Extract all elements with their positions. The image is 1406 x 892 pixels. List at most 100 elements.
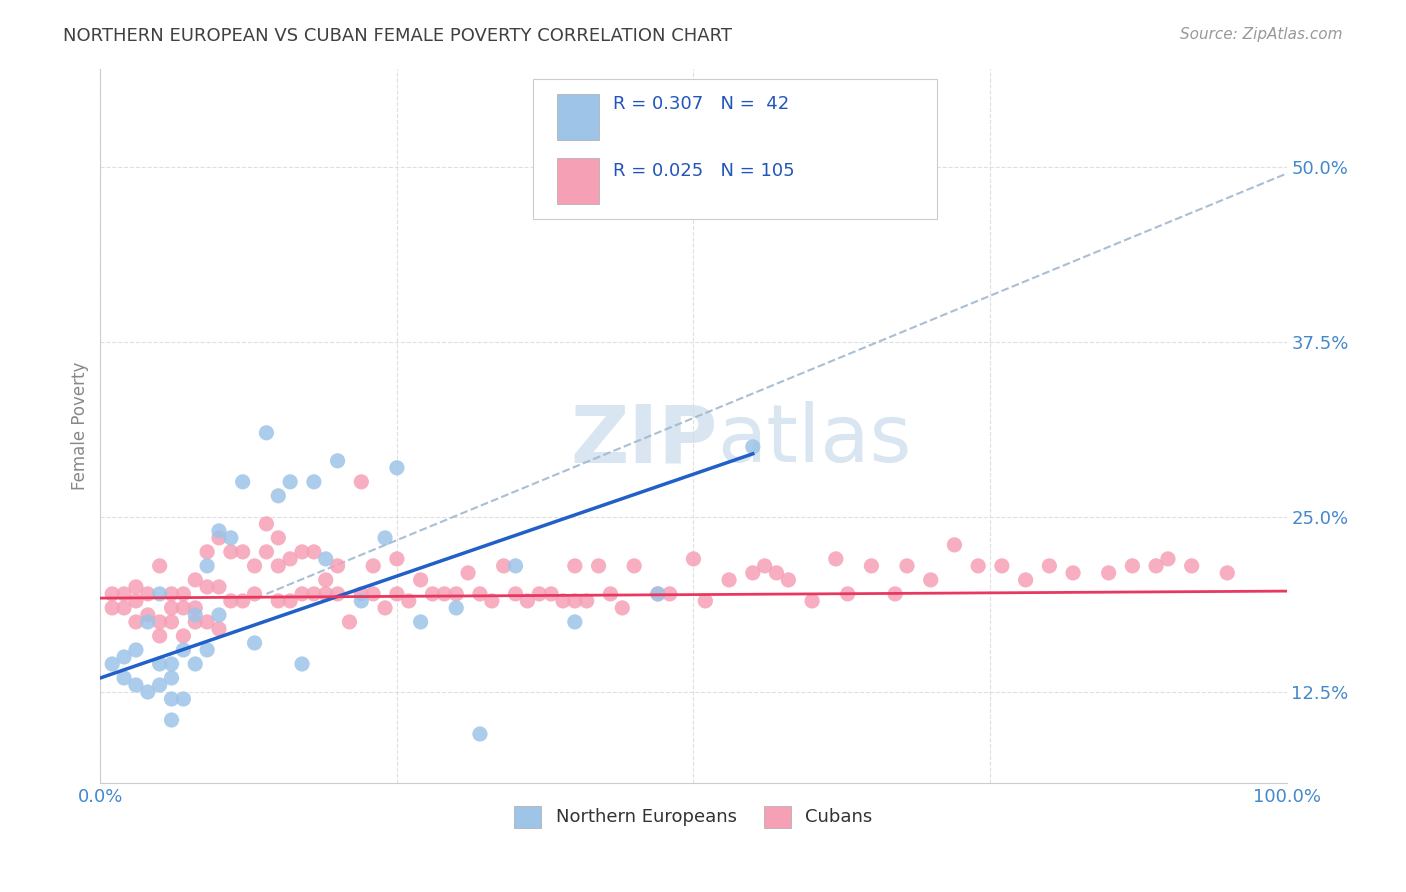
Point [136, 615, 159, 629]
Point [149, 629, 172, 643]
Text: R = 0.307   N =  42: R = 0.307 N = 42 [613, 95, 789, 113]
Point [101, 601, 124, 615]
Point [160, 615, 183, 629]
Point [516, 594, 538, 608]
Point [860, 558, 883, 573]
Point [444, 587, 467, 601]
Point [326, 454, 349, 468]
Point [125, 594, 148, 608]
Point [481, 594, 503, 608]
Point [291, 545, 314, 559]
Point [824, 552, 846, 566]
Point [278, 594, 301, 608]
Point [492, 558, 515, 573]
Point [385, 552, 408, 566]
Point [172, 629, 194, 643]
Point [588, 558, 610, 573]
Point [291, 657, 314, 671]
Point [1181, 558, 1204, 573]
Point [778, 573, 800, 587]
Point [195, 580, 218, 594]
Point [208, 607, 231, 622]
Point [943, 538, 966, 552]
Point [612, 601, 634, 615]
Point [326, 558, 349, 573]
Point [658, 587, 681, 601]
Point [551, 594, 574, 608]
Point [243, 587, 266, 601]
Point [695, 594, 717, 608]
Point [385, 587, 408, 601]
Point [125, 615, 148, 629]
Text: R = 0.025   N = 105: R = 0.025 N = 105 [613, 161, 794, 179]
Point [374, 601, 396, 615]
Point [184, 601, 207, 615]
Point [184, 615, 207, 629]
Point [433, 587, 456, 601]
Point [160, 587, 183, 601]
Point [184, 573, 207, 587]
Point [350, 475, 373, 489]
Y-axis label: Female Poverty: Female Poverty [72, 361, 89, 490]
Point [278, 475, 301, 489]
Point [160, 601, 183, 615]
Point [208, 622, 231, 636]
Point [1062, 566, 1084, 580]
Point [149, 615, 172, 629]
Point [112, 649, 135, 664]
Point [101, 657, 124, 671]
Point [267, 558, 290, 573]
Point [125, 580, 148, 594]
Point [1144, 558, 1167, 573]
Point [1098, 566, 1121, 580]
Point [398, 594, 420, 608]
Point [302, 545, 325, 559]
Point [149, 558, 172, 573]
Point [1121, 558, 1143, 573]
Point [564, 594, 586, 608]
Point [149, 657, 172, 671]
Point [243, 636, 266, 650]
Point [1216, 566, 1239, 580]
Point [302, 475, 325, 489]
Point [219, 531, 242, 545]
Point [374, 531, 396, 545]
Point [136, 685, 159, 699]
Point [195, 643, 218, 657]
Legend: Northern Europeans, Cubans: Northern Europeans, Cubans [508, 798, 880, 835]
Text: ZIP: ZIP [569, 401, 717, 479]
Point [208, 524, 231, 538]
Point [801, 594, 824, 608]
Point [172, 601, 194, 615]
Point [125, 643, 148, 657]
FancyBboxPatch shape [557, 158, 599, 204]
Point [232, 545, 254, 559]
Point [208, 531, 231, 545]
Point [1038, 558, 1060, 573]
Point [361, 587, 384, 601]
Point [195, 558, 218, 573]
Point [409, 573, 432, 587]
Point [184, 607, 207, 622]
Point [112, 671, 135, 685]
Text: Source: ZipAtlas.com: Source: ZipAtlas.com [1180, 27, 1343, 42]
Point [172, 587, 194, 601]
Point [647, 587, 669, 601]
Point [112, 587, 135, 601]
Point [647, 587, 669, 601]
Point [361, 558, 384, 573]
Point [160, 657, 183, 671]
Point [101, 587, 124, 601]
Point [682, 552, 704, 566]
Point [741, 440, 763, 454]
Point [219, 594, 242, 608]
Point [468, 587, 491, 601]
Point [837, 587, 859, 601]
Point [254, 545, 277, 559]
Point [1157, 552, 1180, 566]
Point [564, 558, 586, 573]
Point [575, 594, 598, 608]
Text: NORTHERN EUROPEAN VS CUBAN FEMALE POVERTY CORRELATION CHART: NORTHERN EUROPEAN VS CUBAN FEMALE POVERT… [63, 27, 733, 45]
Point [315, 573, 337, 587]
Point [991, 558, 1014, 573]
